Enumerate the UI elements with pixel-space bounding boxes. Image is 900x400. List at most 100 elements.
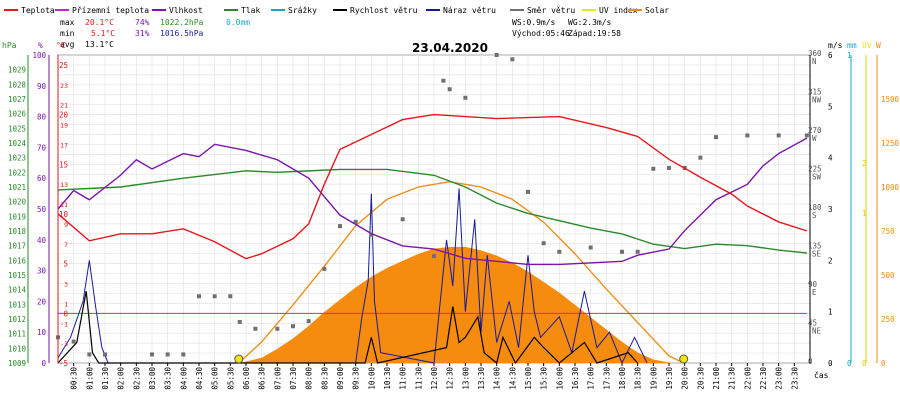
axis-time-tick-15: 08:00	[305, 367, 314, 390]
wind-dir-point-12	[275, 326, 280, 331]
axis-ms-tick-3: 3	[828, 205, 833, 214]
axis-ms-tick-0: 6	[828, 51, 833, 60]
axis-uv-tick-2: 0	[862, 359, 867, 368]
axis-time-tick-14: 07:30	[289, 367, 298, 390]
axis-hpa-tick-18: 1011	[8, 330, 26, 339]
axis-degc-tick-1: 20	[59, 111, 69, 120]
axis-degc-minor-4: 13	[60, 181, 68, 189]
axis-dir-card-3: SW	[812, 173, 822, 182]
legend-label-9: Solar	[645, 6, 669, 15]
axis-dir-tick-2: 270	[808, 126, 822, 135]
wind-dir-point-32	[651, 166, 656, 171]
axis-dir-tick-5: 135	[808, 242, 822, 251]
axis-hpa-tick-5: 1024	[8, 139, 27, 148]
wind-dir-point-29	[588, 245, 593, 250]
axis-time-tick-28: 14:30	[508, 367, 517, 390]
axis-pct-tick-9: 10	[37, 328, 47, 337]
axis-ms-tick-5: 1	[828, 308, 833, 317]
wind-dir-point-28	[557, 249, 562, 254]
wind-dir-point-20	[432, 254, 436, 259]
axis-time-tick-44: 22:30	[759, 367, 768, 390]
axis-hpa-tick-15: 1014	[8, 286, 27, 295]
sun-marker-0	[234, 354, 244, 364]
axis-degc-minor-3: 17	[60, 141, 68, 149]
axis-time-tick-32: 16:30	[571, 367, 580, 390]
axis-uv-unit: UV	[862, 41, 872, 50]
axis-pct-tick-8: 20	[37, 297, 47, 306]
axis-time-tick-45: 23:00	[775, 367, 784, 390]
axis-degc-minor-9: 1	[64, 300, 68, 308]
series-humidity	[57, 137, 808, 266]
axis-dir-tick-7: 45	[808, 319, 817, 328]
axis-time-tick-21: 11:00	[399, 367, 408, 390]
axis-degc-minor-0: 23	[60, 82, 68, 90]
wind-dir-point-15	[322, 266, 327, 271]
wind-dir-point-23	[463, 95, 468, 100]
axis-mm-unit: mm	[847, 41, 857, 50]
axis-dir-card-2: W	[812, 134, 817, 143]
axis-pct-tick-0: 100	[32, 51, 46, 60]
axis-pct-tick-10: 0	[41, 359, 46, 368]
wind-dir-point-33	[667, 165, 671, 170]
series-solar-area	[239, 246, 673, 363]
axis-dir-tick-6: 90	[808, 280, 818, 289]
stat-min-pres: 1016.5hPa	[160, 29, 204, 38]
axis-hpa-tick-3: 1026	[8, 110, 27, 119]
stat-min-label: min	[60, 29, 75, 38]
wind-dir-point-9	[228, 294, 233, 299]
axis-time-tick-22: 11:30	[414, 367, 423, 390]
wind-dir-point-37	[745, 133, 750, 138]
axis-time-tick-3: 02:00	[117, 367, 126, 390]
axis-degc-minor-7: 7	[64, 241, 68, 249]
wind-dir-point-39	[804, 133, 809, 138]
wind-dir-point-6	[181, 352, 186, 357]
axis-time-tick-24: 12:30	[446, 367, 455, 390]
axis-time-tick-6: 03:30	[164, 367, 173, 390]
stat-max-temp: 20.1°C	[85, 18, 114, 27]
axis-time-tick-35: 18:00	[618, 367, 627, 390]
axis-pct-tick-5: 50	[37, 205, 47, 214]
axis-time-tick-7: 04:00	[179, 367, 188, 390]
axis-time-tick-33: 17:00	[587, 367, 596, 390]
wind-dir-point-35	[698, 155, 703, 160]
axis-time-tick-27: 14:00	[493, 367, 502, 390]
plot-area	[56, 53, 811, 365]
stat-max-hum: 74%	[135, 18, 150, 27]
series-pressure	[57, 168, 807, 254]
axis-ms-tick-4: 2	[828, 256, 833, 265]
axis-hpa-tick-6: 1023	[8, 154, 26, 163]
wind-dir-point-14	[306, 319, 311, 324]
info-wg: WG:2.3m/s	[568, 18, 612, 27]
series-temperature	[57, 113, 808, 260]
axis-degc-tick-4: 5	[63, 260, 68, 269]
axis-dir-card-7: NE	[812, 327, 822, 336]
axis-hpa-tick-7: 1022	[8, 168, 26, 177]
axis-pct-tick-6: 40	[37, 236, 47, 245]
axis-time-tick-18: 09:30	[352, 367, 361, 390]
axis-time-tick-38: 19:30	[665, 367, 674, 390]
wind-dir-point-27	[541, 241, 546, 246]
axis-mm-tick-0: 1	[847, 51, 852, 60]
axis-time-tick-2: 01:30	[101, 367, 110, 390]
axis-ms-unit: m/s	[828, 41, 843, 50]
axis-time-tick-42: 21:30	[728, 367, 737, 390]
axis-dir-tick-0: 360	[808, 49, 822, 58]
wind-dir-point-2	[87, 352, 92, 357]
wind-dir-point-16	[338, 224, 342, 229]
wind-dir-point-24	[494, 53, 499, 57]
stat-max-label: max	[60, 18, 75, 27]
wind-dir-point-25	[510, 57, 515, 62]
axis-hpa-tick-10: 1019	[8, 212, 26, 221]
wind-dir-point-8	[212, 294, 217, 299]
axis-dir-card-4: S	[812, 211, 817, 220]
axis-ms-tick-1: 5	[828, 102, 833, 111]
axis-w-tick-5: 250	[881, 315, 895, 324]
wind-dir-point-36	[714, 135, 718, 140]
axis-degc-minor-2: 19	[60, 122, 68, 130]
axis-uv-tick-1: 1	[862, 209, 867, 218]
wind-dir-point-21	[441, 78, 446, 83]
axis-hpa-tick-2: 1027	[8, 95, 26, 104]
axis-hpa-tick-17: 1012	[8, 315, 26, 324]
axis-time-tick-0: 00:30	[70, 367, 79, 390]
legend-label-5: Rychlost větru	[350, 6, 418, 15]
